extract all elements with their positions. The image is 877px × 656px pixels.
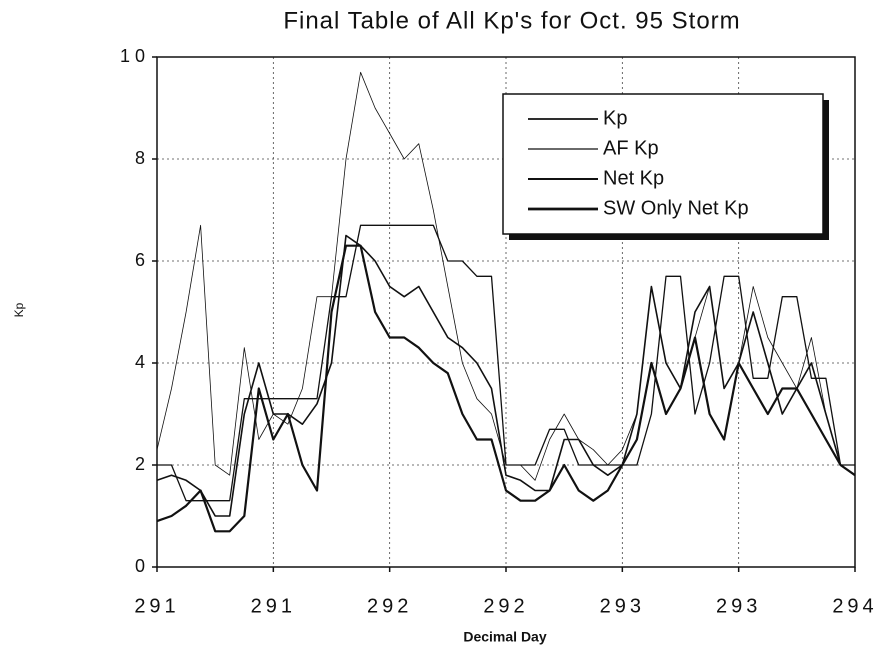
x-axis-label: Decimal Day bbox=[463, 629, 546, 645]
y-tick-label: 4 bbox=[135, 352, 145, 372]
x-tick-label: 294 bbox=[832, 595, 877, 617]
y-tick-label: 0 bbox=[135, 556, 145, 576]
x-tick-label: 292 bbox=[483, 595, 528, 617]
legend-label: Net Kp bbox=[603, 167, 664, 189]
x-tick-label: 293 bbox=[716, 595, 761, 617]
chart-title: Final Table of All Kp's for Oct. 95 Stor… bbox=[283, 7, 740, 34]
y-tick-label: 2 bbox=[135, 454, 145, 474]
y-tick-label: 6 bbox=[135, 250, 145, 270]
series-line bbox=[156, 244, 856, 533]
y-tick-label: 8 bbox=[135, 148, 145, 168]
x-tick-label: 291 bbox=[251, 595, 296, 617]
plot-frame bbox=[156, 56, 856, 568]
legend-label: AF Kp bbox=[603, 137, 659, 159]
y-tick-label: 1 0 bbox=[120, 46, 145, 66]
legend-label: SW Only Net Kp bbox=[603, 197, 749, 219]
x-tick-label: 293 bbox=[600, 595, 645, 617]
x-tick-label: 291 bbox=[134, 595, 179, 617]
y-axis-label: Kp bbox=[12, 302, 26, 317]
legend bbox=[502, 93, 824, 235]
legend-label: Kp bbox=[603, 107, 627, 129]
x-tick-label: 292 bbox=[367, 595, 412, 617]
